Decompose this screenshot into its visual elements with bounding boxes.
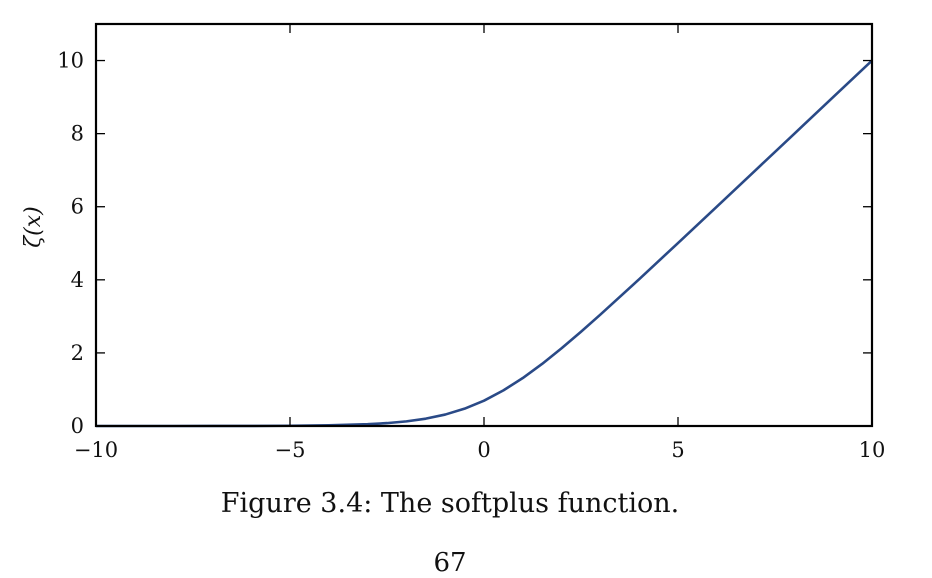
series-line-0	[96, 59, 873, 428]
y-tick-label: 6	[71, 195, 84, 219]
y-tick-label: 0	[71, 414, 84, 438]
y-tick-label: 10	[57, 49, 84, 73]
x-tick-label: 10	[859, 438, 886, 462]
y-tick-label: 2	[71, 341, 84, 365]
plot-area	[94, 22, 874, 428]
plot-frame	[94, 22, 874, 428]
figure-caption: Figure 3.4: The softplus function.	[220, 488, 680, 519]
y-axis-label: ζ(x)	[21, 206, 46, 248]
x-tick-label: 5	[671, 438, 684, 462]
softplus-chart: −10 −5 0 5 10 0 2 4 6 8 10 ζ(x)	[21, 22, 885, 462]
x-tick-label: 0	[477, 438, 490, 462]
y-tick-label: 8	[71, 122, 84, 146]
x-tick-label: −10	[74, 438, 118, 462]
x-tick-label: −5	[275, 438, 306, 462]
page-number: 67	[433, 548, 467, 578]
tick-labels: −10 −5 0 5 10 0 2 4 6 8 10	[57, 49, 885, 462]
y-tick-label: 4	[71, 268, 84, 292]
axis-ticks	[95, 24, 873, 427]
